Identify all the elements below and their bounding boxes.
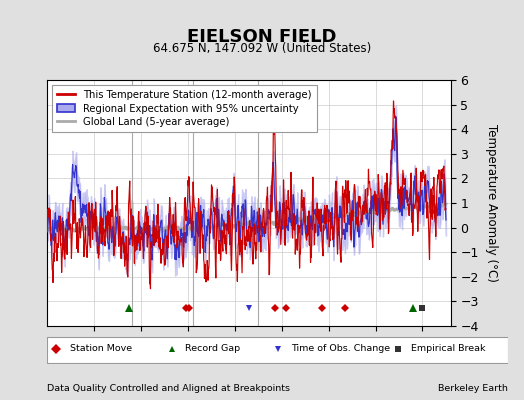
- Text: EIELSON FIELD: EIELSON FIELD: [187, 28, 337, 46]
- Text: Data Quality Controlled and Aligned at Breakpoints: Data Quality Controlled and Aligned at B…: [47, 384, 290, 393]
- Text: Time of Obs. Change: Time of Obs. Change: [291, 344, 391, 353]
- Text: Empirical Break: Empirical Break: [411, 344, 486, 353]
- Text: Record Gap: Record Gap: [185, 344, 241, 353]
- Legend: This Temperature Station (12-month average), Regional Expectation with 95% uncer: This Temperature Station (12-month avera…: [52, 85, 316, 132]
- Text: 64.675 N, 147.092 W (United States): 64.675 N, 147.092 W (United States): [153, 42, 371, 55]
- FancyBboxPatch shape: [47, 338, 508, 362]
- Text: Berkeley Earth: Berkeley Earth: [439, 384, 508, 393]
- Text: Station Move: Station Move: [70, 344, 133, 353]
- Y-axis label: Temperature Anomaly (°C): Temperature Anomaly (°C): [485, 124, 498, 282]
